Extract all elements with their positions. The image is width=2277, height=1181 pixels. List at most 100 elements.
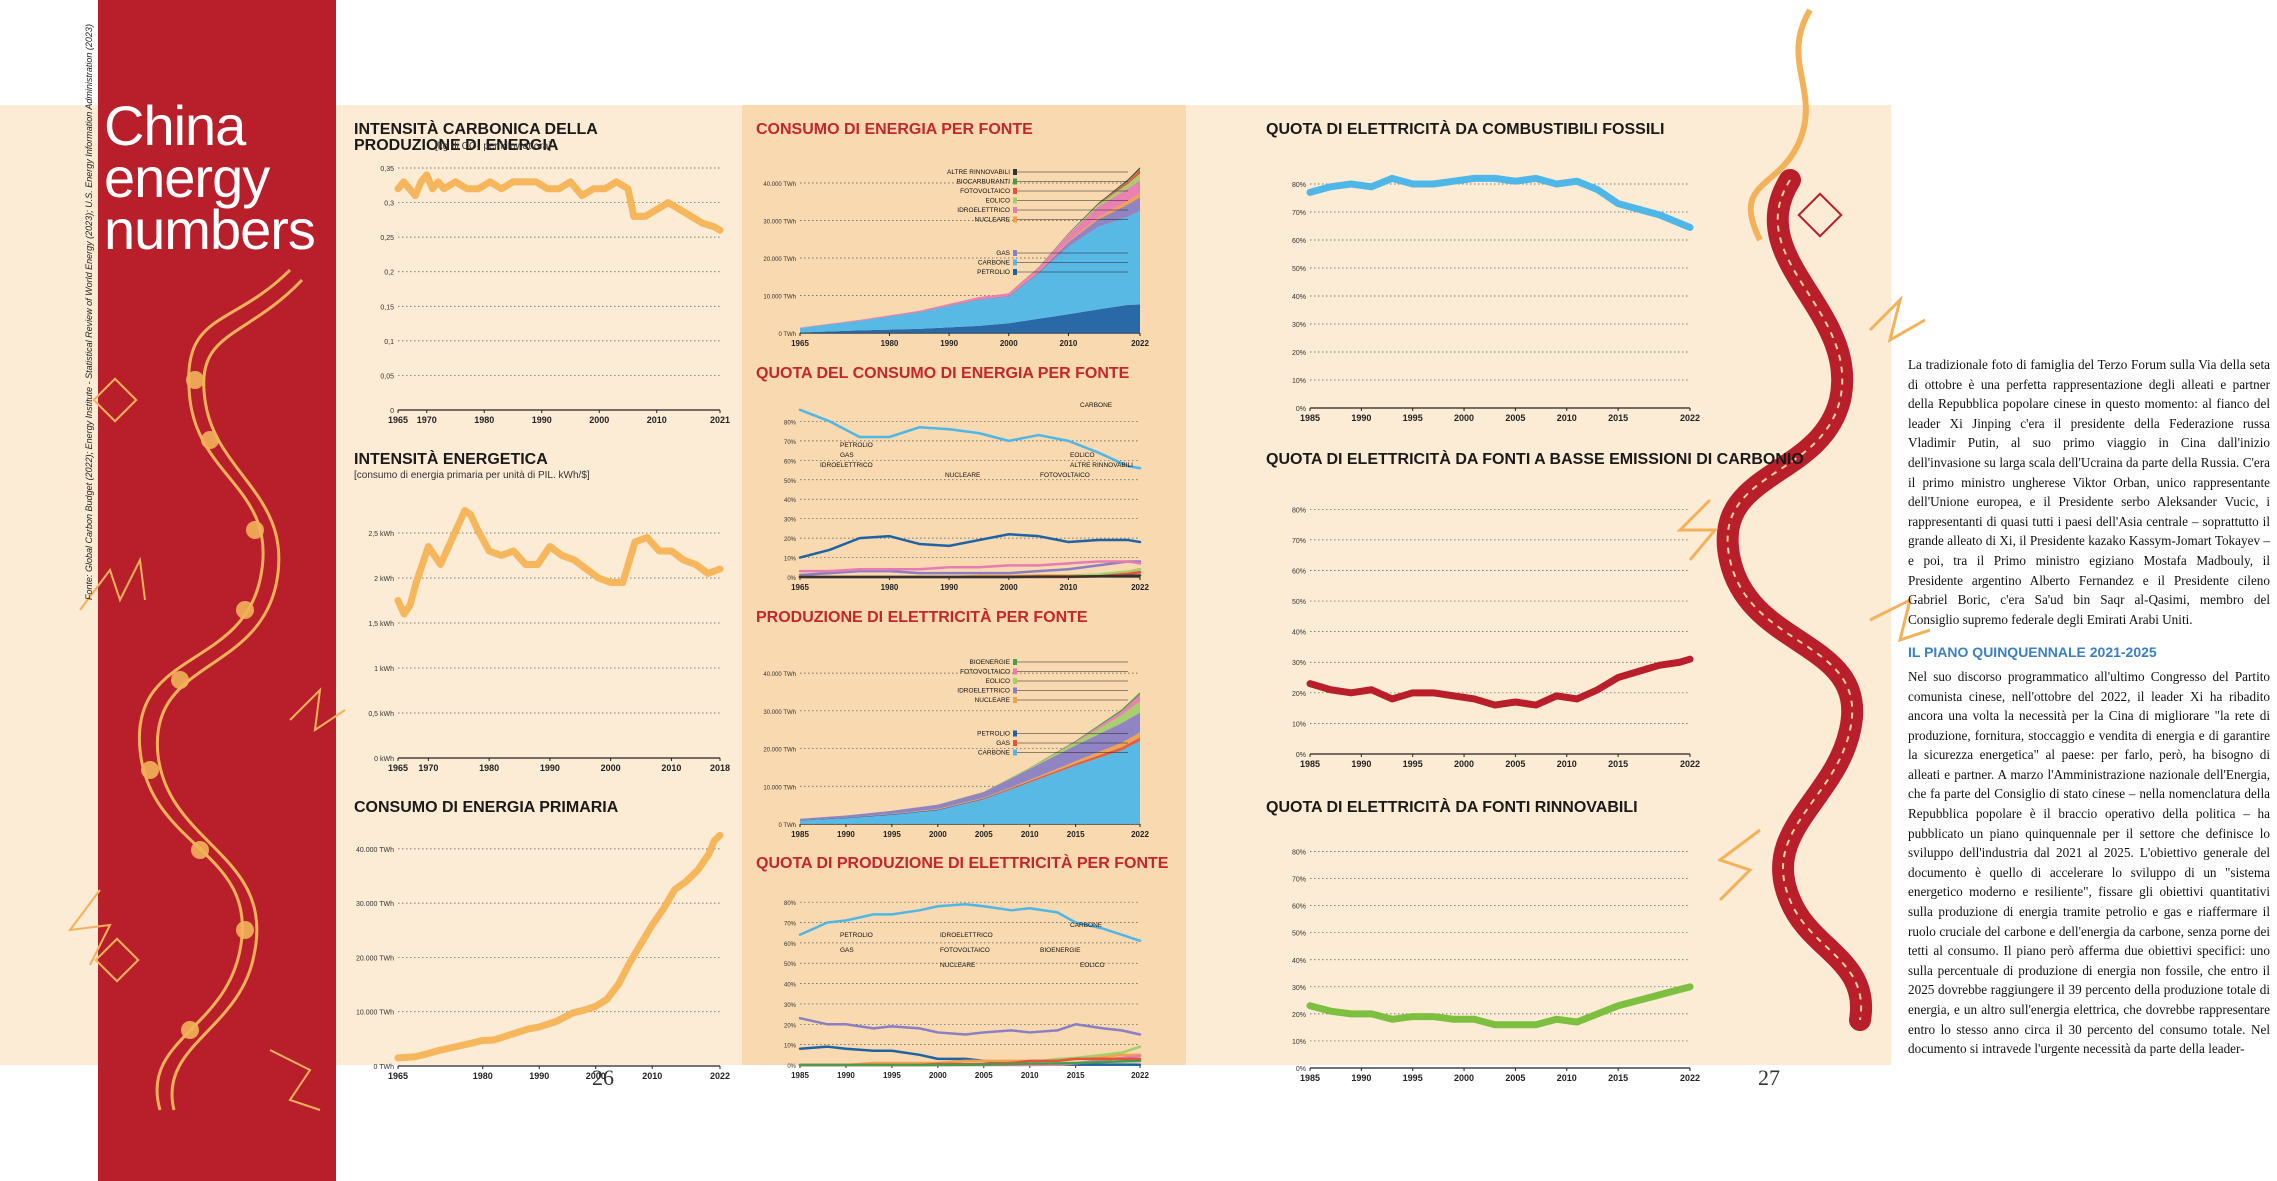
series-line <box>1306 174 1694 231</box>
x-tick-label: 1995 <box>883 830 901 839</box>
x-tick-label: 2022 <box>1680 413 1700 423</box>
y-tick-label: 70% <box>784 440 797 446</box>
legend-swatch <box>1013 169 1017 175</box>
series-label: CARBONE <box>1070 922 1103 929</box>
y-tick-label: 30% <box>1292 660 1306 667</box>
series-label: PETROLIO <box>840 442 873 449</box>
x-tick-label: 1970 <box>417 415 437 425</box>
y-tick-label: 30% <box>784 1003 797 1009</box>
x-tick-label: 1965 <box>791 583 809 592</box>
legend-label: FOTOVOLTAICO <box>960 669 1010 676</box>
x-tick-label: 2000 <box>601 763 621 773</box>
series-label: GAS <box>840 452 854 459</box>
x-tick-label: 2021 <box>710 415 730 425</box>
series-line-idroelettrico <box>798 560 1142 573</box>
y-tick-label: 50% <box>784 479 797 485</box>
y-tick-label: 10.000 TWh <box>763 295 796 301</box>
y-tick-label: 0,25 <box>380 235 394 242</box>
x-tick-label: 2010 <box>1557 759 1577 769</box>
y-tick-label: 10% <box>784 557 797 563</box>
y-tick-label: 10% <box>1292 378 1306 385</box>
series-line-gas <box>798 560 1142 577</box>
x-tick-label: 2010 <box>1060 339 1078 348</box>
chart-title: CONSUMO DI ENERGIA PRIMARIA <box>354 799 619 816</box>
dragon-illustration-right <box>1676 8 1930 1031</box>
x-tick-label: 1995 <box>883 1071 901 1080</box>
y-tick-label: 40.000 TWh <box>356 847 394 854</box>
y-tick-label: 50% <box>1292 599 1306 606</box>
y-tick-label: 0% <box>787 1064 796 1070</box>
y-tick-label: 0,15 <box>380 304 394 311</box>
y-tick-label: 20% <box>1292 1012 1306 1019</box>
y-tick-label: 30% <box>1292 322 1306 329</box>
y-tick-label: 0,3 <box>384 201 394 208</box>
y-tick-label: 1,5 kWh <box>368 621 394 628</box>
x-tick-label: 1990 <box>532 415 552 425</box>
chart-subtitle: [kg di CO₂ per kilowattora] <box>435 141 552 152</box>
y-tick-label: 50% <box>784 962 797 968</box>
legend-swatch <box>1013 250 1017 256</box>
legend-swatch <box>1013 259 1017 266</box>
legend-swatch <box>1013 740 1017 746</box>
legend-swatch <box>1013 659 1017 665</box>
chart-svg: 0 kWh 0,5 kWh 1 kWh 1,5 kWh 2 kWh 2,5 kWh 1965… <box>368 507 730 773</box>
y-tick-label: 1 kWh <box>374 666 394 673</box>
legend-label: CARBONE <box>978 750 1011 757</box>
x-tick-label: 2005 <box>1505 759 1525 769</box>
chart-electricity-by-source: PRODUZIONE DI ELETTRICITÀ PER FONTE 0 TW… <box>752 606 1152 846</box>
chart-svg: 0% 10% 20% 30% 40% 50% 60% 70% 80% 1985 1990 1995 20… <box>1292 507 1700 769</box>
x-tick-label: 1995 <box>1403 759 1423 769</box>
y-tick-label: 30% <box>784 518 797 524</box>
chart-svg: 0 0,05 0,1 0,15 0,2 0,25 0,3 0,35 1965 1970 1980 19… <box>380 166 730 425</box>
x-tick-label: 1990 <box>529 1071 549 1081</box>
series-label: IDROELETTRICO <box>820 462 873 469</box>
y-tick-label: 10% <box>1292 721 1306 728</box>
x-tick-label: 2022 <box>1131 830 1149 839</box>
y-tick-label: 10% <box>1292 1039 1306 1046</box>
series-line <box>1306 983 1694 1029</box>
legend-label: IDROELETTRICO <box>957 207 1010 214</box>
legend-label: PETROLIO <box>977 731 1010 738</box>
chart-carbon-intensity: INTENSITÀ CARBONICA DELLA PRODUZIONE DI … <box>350 118 735 428</box>
y-tick-label: 20.000 TWh <box>763 257 796 263</box>
y-tick-label: 80% <box>1292 850 1306 857</box>
y-tick-label: 30.000 TWh <box>763 710 796 716</box>
series-line <box>394 171 724 234</box>
article-heading: IL PIANO QUINQUENNALE 2021-2025 <box>1908 644 2157 661</box>
x-tick-label: 1985 <box>1300 759 1320 769</box>
area-idroelettrico <box>800 712 1140 821</box>
y-tick-label: 60% <box>1292 238 1306 245</box>
x-tick-label: 2015 <box>1067 1071 1085 1080</box>
dragon-illustration-left <box>67 268 346 1111</box>
y-tick-label: 80% <box>1292 182 1306 189</box>
chart-fossil-share: QUOTA DI ELETTRICITÀ DA COMBUSTIBILI FOS… <box>1262 118 1702 424</box>
x-tick-label: 2010 <box>1060 583 1078 592</box>
page-title: China energy numbers <box>104 94 316 261</box>
y-tick-label: 10.000 TWh <box>356 1010 394 1017</box>
x-tick-label: 1995 <box>1403 1073 1423 1083</box>
y-tick-label: 20% <box>784 537 797 543</box>
series-line-altre rinnovabili <box>798 574 1142 579</box>
legend-swatch <box>1013 269 1017 275</box>
source-note: Fonte: Global Carbon Budget (2022); Ener… <box>84 24 94 600</box>
x-tick-label: 2000 <box>929 830 947 839</box>
legend-swatch <box>1013 207 1017 213</box>
y-tick-label: 70% <box>1292 538 1306 545</box>
y-tick-label: 40% <box>784 498 797 504</box>
series-label: NUCLEARE <box>945 472 981 479</box>
x-tick-label: 1990 <box>837 830 855 839</box>
x-tick-label: 2010 <box>1557 1073 1577 1083</box>
y-tick-label: 30.000 TWh <box>763 220 796 226</box>
x-tick-label: 2015 <box>1608 759 1628 769</box>
x-tick-label: 1990 <box>837 1071 855 1080</box>
chart-svg: 0 TWh 10.000 TWh 20.000 TWh 30.000 TWh 40.00… <box>763 659 1149 839</box>
x-tick-label: 1980 <box>473 1071 493 1081</box>
legend-swatch <box>1013 188 1017 194</box>
x-tick-label: 2005 <box>975 1071 993 1080</box>
x-tick-label: 1995 <box>1403 413 1423 423</box>
x-tick-label: 2018 <box>710 763 730 773</box>
chart-svg: 0% 10% 20% 30% 40% 50% 60% 70% 80% 1985 1990 1995 20… <box>1292 850 1700 1083</box>
y-tick-label: 30% <box>1292 985 1306 992</box>
legend-label: BIOCARBURANTI <box>957 179 1011 186</box>
legend-swatch <box>1013 216 1017 223</box>
